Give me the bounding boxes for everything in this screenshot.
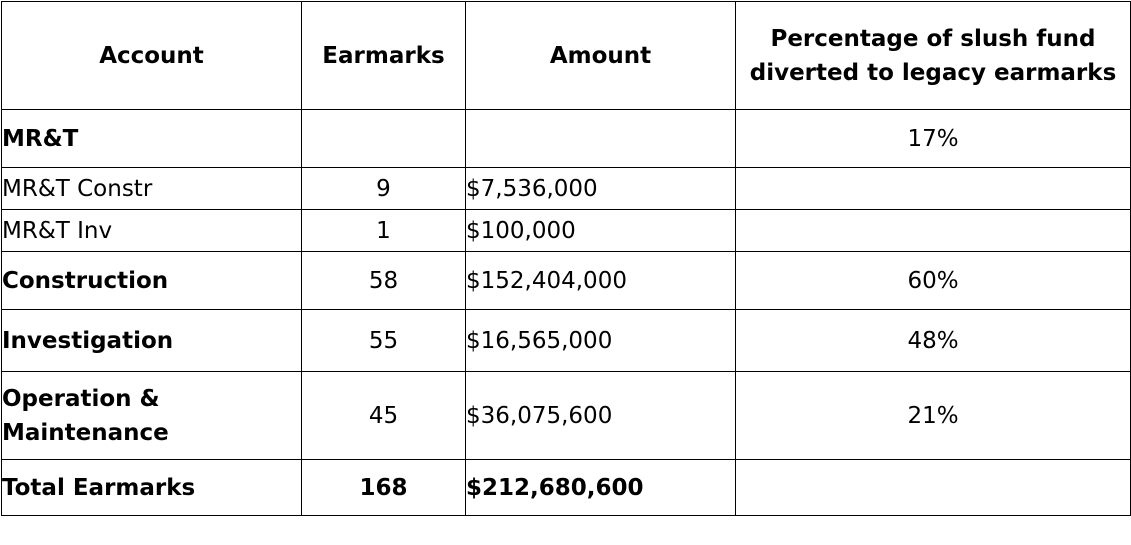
earmarks-cell: 55 bbox=[301, 309, 466, 372]
earmarks-cell: 1 bbox=[301, 209, 466, 252]
earmarks-cell: 9 bbox=[301, 167, 466, 210]
percentage-cell: 60% bbox=[735, 251, 1131, 310]
header-amount: Amount bbox=[465, 1, 736, 110]
earmarks-table: Account Earmarks Amount Percentage of sl… bbox=[1, 1, 1131, 516]
table-row: MR&T 17% bbox=[1, 109, 1131, 168]
account-cell: MR&T bbox=[1, 109, 302, 168]
account-cell: MR&T Inv bbox=[1, 209, 302, 252]
header-row: Account Earmarks Amount Percentage of sl… bbox=[1, 1, 1131, 110]
percentage-cell bbox=[735, 167, 1131, 210]
amount-cell: $16,565,000 bbox=[465, 309, 736, 372]
percentage-cell bbox=[735, 209, 1131, 252]
header-account: Account bbox=[1, 1, 302, 110]
amount-cell: $100,000 bbox=[465, 209, 736, 252]
amount-cell: $7,536,000 bbox=[465, 167, 736, 210]
total-row: Total Earmarks 168 $212,680,600 bbox=[1, 459, 1131, 516]
table-row: Operation & Maintenance 45 $36,075,600 2… bbox=[1, 371, 1131, 460]
account-cell: Operation & Maintenance bbox=[1, 371, 302, 460]
earmarks-cell: 58 bbox=[301, 251, 466, 310]
amount-cell bbox=[465, 109, 736, 168]
total-percentage-cell bbox=[735, 459, 1131, 516]
account-cell: MR&T Constr bbox=[1, 167, 302, 210]
amount-cell: $36,075,600 bbox=[465, 371, 736, 460]
total-earmarks-cell: 168 bbox=[301, 459, 466, 516]
earmarks-cell: 45 bbox=[301, 371, 466, 460]
header-percentage: Percentage of slush fund diverted to leg… bbox=[735, 1, 1131, 110]
percentage-cell: 48% bbox=[735, 309, 1131, 372]
percentage-cell: 17% bbox=[735, 109, 1131, 168]
account-cell: Construction bbox=[1, 251, 302, 310]
total-account-cell: Total Earmarks bbox=[1, 459, 302, 516]
amount-cell: $152,404,000 bbox=[465, 251, 736, 310]
table-row: Construction 58 $152,404,000 60% bbox=[1, 251, 1131, 310]
header-earmarks: Earmarks bbox=[301, 1, 466, 110]
table-row: MR&T Constr 9 $7,536,000 bbox=[1, 167, 1131, 210]
table-row: MR&T Inv 1 $100,000 bbox=[1, 209, 1131, 252]
table-row: Investigation 55 $16,565,000 48% bbox=[1, 309, 1131, 372]
earmarks-cell bbox=[301, 109, 466, 168]
percentage-cell: 21% bbox=[735, 371, 1131, 460]
total-amount-cell: $212,680,600 bbox=[465, 459, 736, 516]
account-cell: Investigation bbox=[1, 309, 302, 372]
